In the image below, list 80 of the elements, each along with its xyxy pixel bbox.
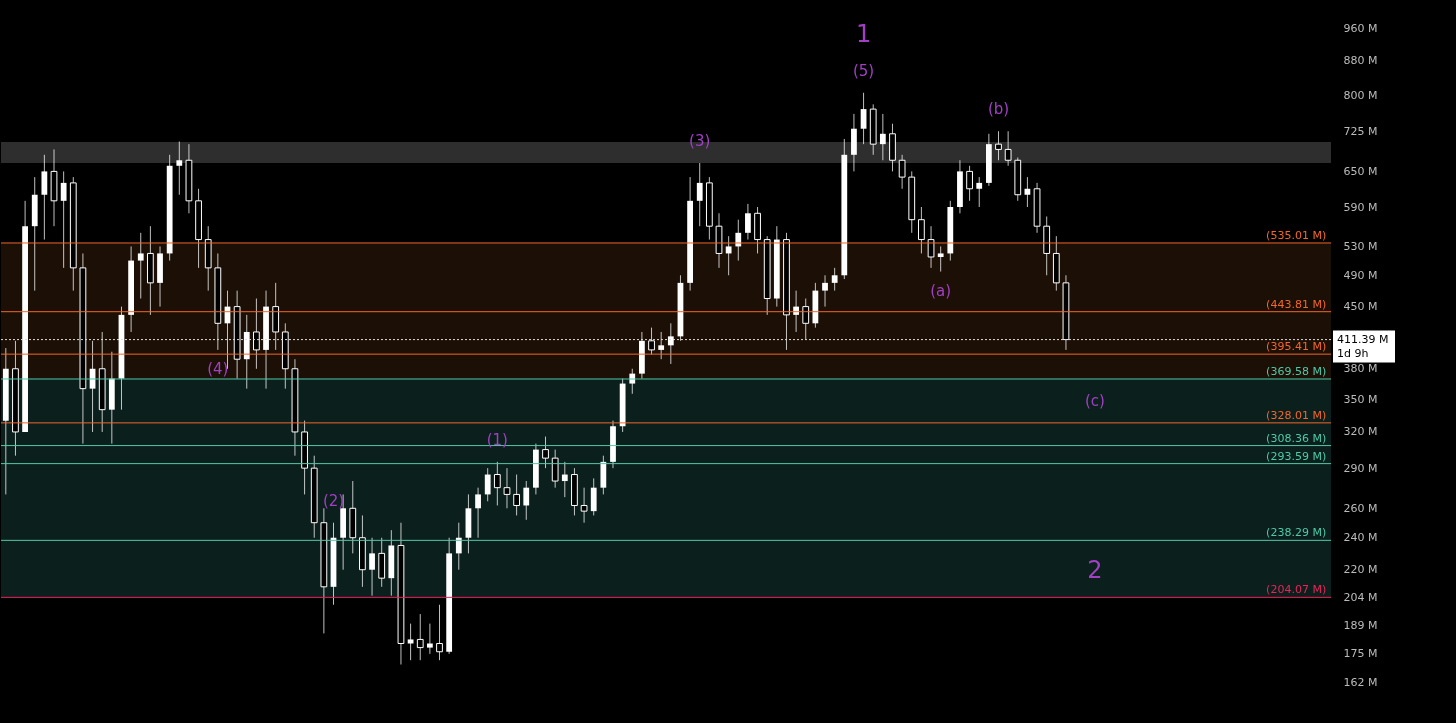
y-tick-label: 350 M: [1343, 392, 1378, 406]
candlestick: [667, 322, 674, 365]
candlestick: [523, 480, 530, 521]
candlestick: [976, 176, 983, 208]
band-label: (c): [1084, 392, 1105, 411]
ref-line-label: (443.81 M): [1266, 297, 1327, 311]
annotation: 1: [855, 19, 872, 48]
ref-line-label: 411.39 M: [1337, 332, 1389, 346]
candlestick: [918, 206, 925, 254]
y-tick-label: 800 M: [1343, 88, 1378, 102]
ref-line-label: (293.59 M): [1266, 449, 1327, 463]
candlestick: [966, 165, 973, 202]
candlestick: [879, 113, 886, 161]
annotation: (1): [486, 430, 508, 449]
candlestick: [176, 141, 183, 196]
candlestick: [416, 613, 424, 661]
candlestick: [580, 487, 588, 524]
candlestick: [455, 522, 462, 571]
y-tick-label: 590 M: [1343, 200, 1378, 214]
candlestick: [822, 274, 828, 308]
y-tick-label: 204 M: [1343, 590, 1378, 604]
candlestick: [484, 467, 491, 502]
text: 1d 9h: [1337, 346, 1369, 360]
ref-line-label: (328.01 M): [1266, 408, 1327, 422]
ref-line-label: (308.36 M): [1266, 431, 1327, 445]
candlestick: [513, 474, 521, 516]
y-tick-label: 380 M: [1343, 362, 1378, 376]
y-tick-label: 450 M: [1343, 300, 1378, 314]
y-tick-label: 260 M: [1343, 501, 1378, 515]
y-tick-label: 175 M: [1343, 647, 1378, 661]
candlestick: [475, 487, 481, 539]
candlestick: [927, 225, 935, 269]
candlestick: [253, 298, 260, 370]
candlestick: [725, 235, 732, 276]
y-tick-label: 320 M: [1343, 425, 1378, 439]
candlestick: [658, 331, 665, 360]
candlestick: [590, 477, 597, 516]
y-tick-label: 220 M: [1343, 563, 1378, 577]
candlestick: [802, 298, 810, 340]
candlestick: [60, 170, 67, 269]
candlestick: [1004, 130, 1012, 167]
candlestick: [369, 537, 375, 597]
y-tick-label: 162 M: [1343, 675, 1378, 689]
ref-line-label: (204.07 M): [1266, 583, 1327, 597]
candlestick: [493, 461, 501, 506]
candlestick: [831, 267, 838, 292]
y-tick-label: 490 M: [1343, 268, 1378, 282]
y-tick-label: 189 M: [1343, 619, 1378, 633]
candlestick: [503, 467, 511, 509]
annotation: (5): [852, 61, 875, 80]
candlestick: [426, 623, 433, 655]
ref-line-label: (535.01 M): [1266, 228, 1327, 242]
candlestick: [137, 232, 144, 300]
candlestick: [41, 154, 48, 241]
candlestick: [898, 154, 906, 190]
band-label: 2: [1087, 556, 1103, 585]
annotation: (2): [322, 491, 345, 510]
y-tick-label: 650 M: [1343, 164, 1378, 178]
y-tick-label: 530 M: [1343, 239, 1378, 253]
y-tick-label: 240 M: [1343, 531, 1378, 545]
y-tick-label: 960 M: [1343, 21, 1378, 35]
ref-line-label: (395.41 M): [1266, 340, 1327, 354]
candlestick: [696, 162, 703, 227]
candlestick: [745, 203, 751, 241]
candlestick: [436, 604, 443, 661]
ref-line-label: (369.58 M): [1266, 364, 1327, 378]
candlestick: [561, 461, 568, 498]
ref-line-label: (238.29 M): [1266, 526, 1327, 540]
candlestick: [648, 327, 655, 356]
annotation: (3): [689, 132, 711, 151]
annotation: (a): [930, 281, 952, 300]
y-tick-label: 880 M: [1343, 53, 1378, 67]
candlestick: [937, 245, 944, 273]
annotation: (b): [987, 100, 1010, 119]
candlestick: [551, 449, 559, 489]
y-tick-label: 725 M: [1343, 124, 1378, 138]
annotation: (4): [207, 359, 229, 378]
y-tick-label: 290 M: [1343, 461, 1378, 475]
candlestick: [995, 130, 1002, 161]
candlestick: [542, 436, 549, 469]
